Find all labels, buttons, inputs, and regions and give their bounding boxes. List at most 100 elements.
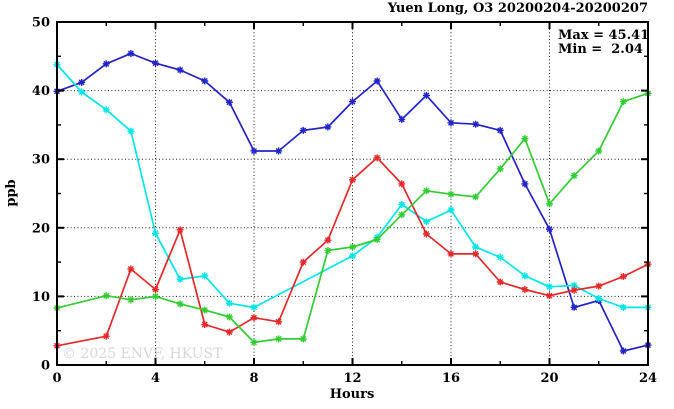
series-blue-marker [127, 49, 135, 57]
x-tick-label: 12 [343, 371, 361, 386]
series-red-marker [102, 332, 110, 340]
y-tick-label: 30 [32, 153, 50, 168]
series-blue-marker [250, 147, 258, 155]
series-cyan-marker [78, 88, 86, 96]
series-blue-marker [422, 91, 430, 99]
series-blue-marker [521, 180, 529, 188]
series-cyan-marker [176, 275, 184, 283]
series-red-marker [496, 278, 504, 286]
series-cyan-marker [152, 229, 159, 237]
series-blue-marker [349, 98, 356, 106]
series-green-marker [176, 300, 184, 308]
chart-title: Yuen Long, O3 20200204-20200207 [387, 1, 648, 16]
series-blue-marker [152, 59, 159, 67]
series-red-marker [152, 286, 159, 294]
series-cyan-marker [398, 200, 406, 208]
series-red-marker [447, 250, 455, 258]
series-cyan-marker [127, 127, 135, 135]
series-red-marker [619, 273, 627, 281]
series-red-marker [373, 154, 381, 162]
series-green-marker [102, 292, 110, 300]
series-red-marker [546, 292, 553, 300]
series-blue-marker [398, 115, 406, 123]
series-green-marker [595, 147, 603, 155]
x-tick-label: 4 [151, 371, 160, 386]
series-blue-marker [176, 66, 184, 74]
series-blue-marker [201, 77, 209, 85]
series-blue-marker [472, 120, 480, 128]
series-red-marker [398, 180, 406, 188]
series-red-marker [299, 258, 307, 266]
series-green-marker [570, 172, 578, 180]
series-red-marker [349, 176, 356, 184]
series-blue-marker [447, 119, 455, 127]
series-cyan-marker [595, 294, 603, 302]
series-cyan-marker [447, 206, 455, 214]
series-blue-marker [275, 147, 283, 155]
tick-layer: 0 4 8 12 16 20 24 0 10 20 30 40 50 [32, 16, 657, 387]
series-green-marker [299, 335, 307, 343]
plot-frame [56, 21, 649, 366]
series-blue-line [53, 49, 652, 355]
series-green-marker [496, 165, 504, 173]
series-green-marker [422, 187, 430, 195]
series-green-marker [472, 193, 480, 201]
series-cyan-marker [250, 303, 258, 311]
series-blue-marker [225, 98, 233, 106]
y-tick-label: 20 [32, 221, 50, 236]
y-axis-label: ppb [4, 179, 19, 206]
min-annotation: Min = 2.04 [558, 42, 643, 57]
x-tick-label: 0 [52, 371, 61, 386]
max-annotation: Max = 45.41 [558, 28, 649, 43]
y-tick-label: 40 [32, 84, 50, 99]
series-green-marker [373, 235, 381, 243]
series-blue-marker [102, 60, 110, 68]
x-tick-label: 24 [639, 371, 657, 386]
series-cyan-path [56, 63, 648, 309]
series-cyan-marker [570, 281, 578, 289]
series-green-marker [225, 313, 233, 321]
series-red-marker [324, 236, 332, 244]
series-blue-marker [619, 347, 627, 355]
series-green-marker [275, 335, 283, 343]
series-green-marker [521, 135, 529, 143]
series-cyan-marker [225, 299, 233, 307]
series-green-marker [349, 243, 356, 251]
series-blue-marker [496, 126, 504, 134]
watermark: © 2025 ENVF, HKUST [62, 346, 223, 362]
y-tick-label: 50 [32, 16, 50, 31]
series-green-marker [447, 190, 455, 198]
x-tick-label: 16 [442, 371, 460, 386]
series-cyan-marker [619, 303, 627, 311]
series-green-marker [324, 246, 332, 254]
series-red-marker [521, 286, 529, 294]
series-blue-marker [546, 225, 553, 233]
series-red-marker [127, 265, 135, 273]
y-tick-label: 0 [41, 359, 50, 374]
series-green-marker [546, 200, 553, 208]
series-green-marker [398, 211, 406, 219]
series-green-marker [619, 98, 627, 106]
series-red-line [53, 154, 652, 350]
series-red-marker [225, 328, 233, 336]
series-blue-marker [570, 303, 578, 311]
series-blue-marker [324, 123, 332, 131]
series-red-marker [570, 286, 578, 294]
x-tick-label: 8 [249, 371, 258, 386]
series-cyan-marker [496, 253, 504, 261]
series-blue-marker [78, 78, 86, 86]
series-cyan-marker [521, 272, 529, 280]
series-green-path [56, 92, 649, 344]
series-cyan-marker [472, 243, 480, 251]
series-cyan-marker [546, 283, 553, 291]
series-red-marker [422, 230, 430, 238]
series-green-marker [152, 292, 159, 300]
series-green-marker [250, 338, 258, 346]
series-red-marker [250, 314, 258, 322]
series-cyan-marker [349, 252, 356, 260]
x-tick-label: 20 [540, 371, 558, 386]
series-blue-marker [299, 126, 307, 134]
series-cyan-marker [422, 218, 430, 226]
series-red-marker [201, 321, 209, 329]
